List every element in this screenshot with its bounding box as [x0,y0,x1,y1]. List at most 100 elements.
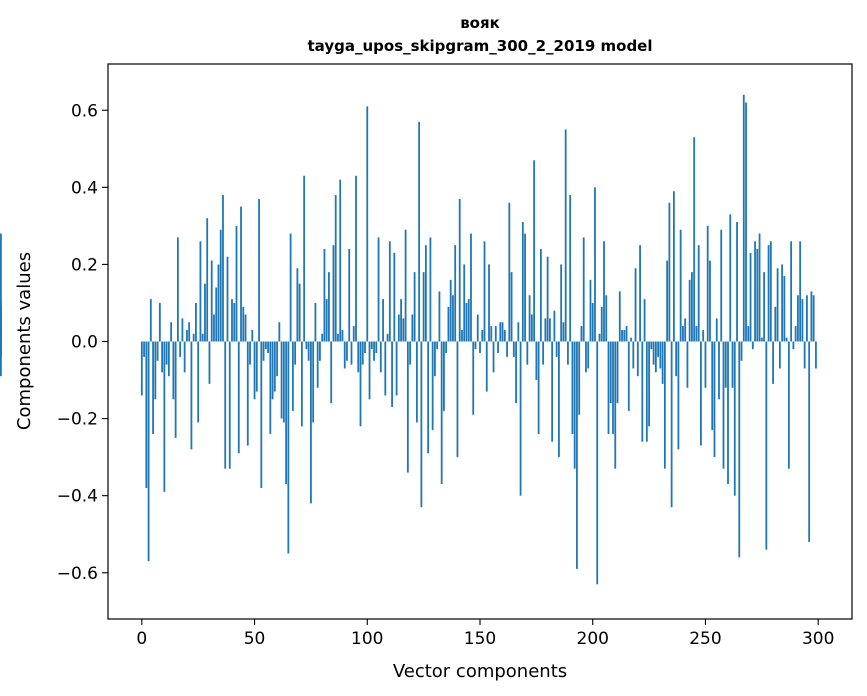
bar-117 [404,229,407,342]
bar-266 [740,341,743,361]
bar-133 [440,341,443,485]
bar-61 [278,322,281,342]
bar-145 [467,299,470,342]
bar-29 [206,218,209,342]
bar-71 [300,341,303,427]
bar-7 [156,341,159,361]
bar-149 [476,314,479,342]
bar-215 [625,326,628,342]
bar-271 [751,341,754,350]
bar-295 [806,295,808,342]
bar-142 [461,329,463,342]
bar-107 [382,299,384,342]
bar-214 [623,329,626,342]
bar-277 [765,341,768,550]
bar-1 [143,341,145,357]
bar-185 [558,341,560,458]
bar-58 [271,341,274,400]
bar-175 [535,341,538,381]
y-tick-label: 0.2 [71,255,98,275]
bar-256 [718,341,720,400]
bar-73 [305,341,308,350]
bar-157 [494,326,497,342]
bar-76 [312,341,315,423]
bar-70 [298,283,301,342]
bar-208 [609,341,612,404]
x-tick-label: 50 [244,629,266,649]
bar-227 [652,341,655,365]
bar-86 [334,195,337,342]
bar-299 [815,341,817,369]
bar-188 [564,129,567,342]
bar-243 [688,279,691,342]
bar-17 [179,341,182,357]
bar-292 [799,241,802,342]
bar-252 [709,260,711,342]
bar-127 [427,341,430,454]
bar-297 [810,291,813,342]
bar-18 [181,318,184,342]
bar-284 [781,264,784,342]
x-tick-label: 200 [577,629,609,649]
bar-287 [787,341,790,469]
bar-161 [503,329,506,342]
bar-237 [675,341,678,377]
bar-12 [167,341,170,377]
bar-87 [337,333,339,342]
y-axis-ticks: −0.6 −0.4 −0.2 0.0 0.2 0.4 0.6 [57,101,108,584]
bar-199 [589,279,592,342]
bar-293 [801,299,804,342]
bar-226 [650,341,653,350]
bar-126 [424,245,427,342]
bar-31 [210,260,213,342]
bar-211 [616,341,619,404]
bar-247 [697,245,700,342]
bar-139 [454,245,457,342]
bar-280 [772,341,774,384]
y-axis-label: Components values [14,252,35,430]
bar-89 [341,329,344,342]
bar-0 [140,341,143,396]
y-tick-label: −0.2 [57,410,98,430]
bar-75 [310,341,312,504]
bar-195 [580,326,583,342]
bar-246 [695,326,698,342]
bar-144 [465,302,468,342]
bar-219 [634,268,637,342]
bar-267 [742,94,745,342]
bar-4 [149,299,152,342]
bar-66 [289,233,292,342]
bar-37 [224,341,227,469]
bar-132 [438,291,441,342]
bar-6 [154,341,157,400]
bar-115 [400,299,402,342]
bar-33 [215,287,218,342]
bar-110 [388,241,391,342]
bar-167 [517,322,520,342]
bar-216 [627,341,630,411]
bar-182 [551,341,554,442]
bar-49 [251,329,254,342]
bar-95 [355,175,357,342]
bar-193 [576,341,578,569]
bar-232 [663,341,666,469]
bar-205 [603,241,605,342]
bar-200 [591,302,594,342]
bar-137 [449,279,452,342]
bar-55 [264,341,267,350]
bar-120 [411,314,414,342]
bar-210 [614,341,617,469]
bar-88 [339,179,342,342]
bar-44 [240,206,242,342]
bar-5 [152,341,154,434]
bar-119 [409,341,412,365]
bar-192 [573,341,576,469]
bar-269 [747,326,750,342]
x-axis-label: Vector components [393,661,567,682]
bar-153 [485,341,488,392]
bar-228 [654,341,657,373]
bar-298 [812,295,815,342]
bar-204 [600,306,603,342]
bar-59 [273,341,276,392]
bar-217 [630,337,632,342]
